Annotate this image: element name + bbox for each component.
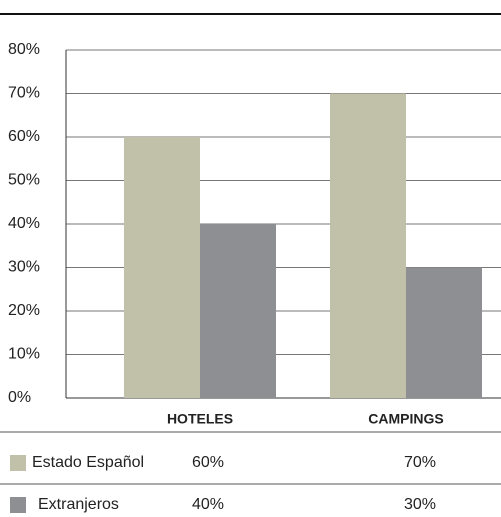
y-tick-label: 50% — [8, 172, 40, 189]
y-tick-label: 40% — [8, 215, 40, 232]
table-value: 40% — [192, 496, 224, 513]
y-tick-label: 70% — [8, 85, 40, 102]
table-value: 60% — [192, 454, 224, 471]
legend-label: Extranjeros — [38, 496, 119, 513]
y-tick-label: 0% — [8, 389, 31, 406]
bar — [406, 267, 482, 398]
legend-swatch — [10, 455, 26, 471]
x-tick-label: CAMPINGS — [368, 411, 443, 427]
legend-swatch — [10, 497, 26, 513]
bar — [200, 224, 276, 398]
y-tick-label: 80% — [8, 41, 40, 58]
y-tick-label: 60% — [8, 128, 40, 145]
y-tick-label: 10% — [8, 346, 40, 363]
y-tick-label: 20% — [8, 302, 40, 319]
bar — [124, 137, 200, 398]
table-value: 30% — [404, 496, 436, 513]
table-value: 70% — [404, 454, 436, 471]
x-tick-label: HOTELES — [167, 411, 233, 427]
bar — [330, 93, 406, 398]
legend-label: Estado Español — [32, 454, 144, 471]
y-tick-label: 30% — [8, 259, 40, 276]
